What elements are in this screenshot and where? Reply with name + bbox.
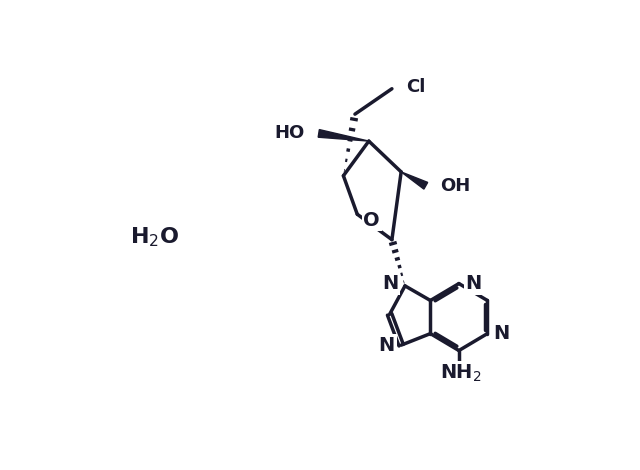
Text: O: O — [364, 211, 380, 230]
Text: Cl: Cl — [406, 78, 425, 96]
Text: N: N — [383, 274, 399, 293]
Text: OH: OH — [440, 177, 470, 195]
Text: N: N — [493, 324, 510, 343]
Text: NH$_2$: NH$_2$ — [440, 362, 481, 384]
Polygon shape — [401, 172, 428, 189]
Text: H$_2$O: H$_2$O — [130, 226, 179, 249]
Text: N: N — [379, 336, 395, 355]
Text: N: N — [465, 274, 481, 293]
Polygon shape — [318, 130, 369, 141]
Text: HO: HO — [275, 125, 305, 142]
